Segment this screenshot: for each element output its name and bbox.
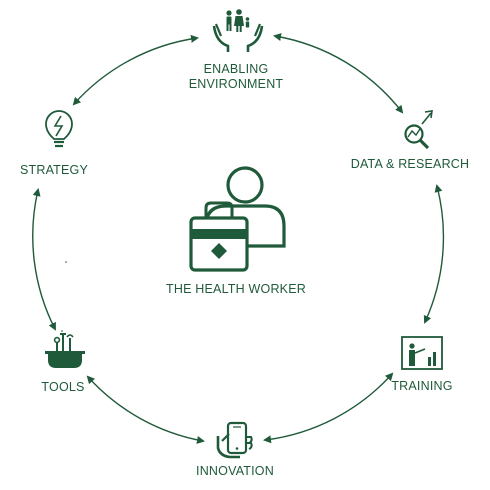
lightbulb-icon <box>45 110 73 148</box>
node-label-strategy: STRATEGY <box>12 163 96 178</box>
node-label-data-research: DATA & RESEARCH <box>345 157 475 172</box>
arrow-strategy-environment <box>72 34 199 106</box>
magnifier-chart-icon <box>404 110 433 150</box>
node-label-line: TOOLS <box>41 380 85 394</box>
arrow-data-training <box>423 184 445 324</box>
arrow-tools-strategy <box>32 188 56 331</box>
health-worker-icon <box>189 166 286 272</box>
arrow-environment-data <box>273 33 404 114</box>
node-label-training: TRAINING <box>382 379 462 394</box>
node-label-line: ENABLING <box>203 62 269 76</box>
presentation-board-icon <box>401 336 443 370</box>
node-label-tools: TOOLS <box>30 380 96 395</box>
center-label: THE HEALTH WORKER <box>150 282 322 297</box>
node-label-innovation: INNOVATION <box>180 464 290 479</box>
toolbox-icon <box>45 333 85 368</box>
node-label-line: INNOVATION <box>196 464 274 478</box>
hand-phone-icon <box>216 421 253 459</box>
node-label-line: TRAINING <box>391 379 453 393</box>
node-label-enabling-environment: ENABLING ENVIRONMENT <box>180 62 292 92</box>
node-label-line: STRATEGY <box>19 163 89 177</box>
family-in-hands-icon <box>212 9 264 52</box>
dot-marker <box>65 261 67 263</box>
arrow-innovation-tools <box>86 375 205 444</box>
dot-marker <box>61 330 63 332</box>
node-label-line: DATA & RESEARCH <box>350 157 470 171</box>
node-label-line: ENVIRONMENT <box>188 77 284 91</box>
cycle-arrows <box>32 33 445 444</box>
arrow-training-innovation <box>263 372 394 444</box>
center-label-text: THE HEALTH WORKER <box>166 282 306 296</box>
